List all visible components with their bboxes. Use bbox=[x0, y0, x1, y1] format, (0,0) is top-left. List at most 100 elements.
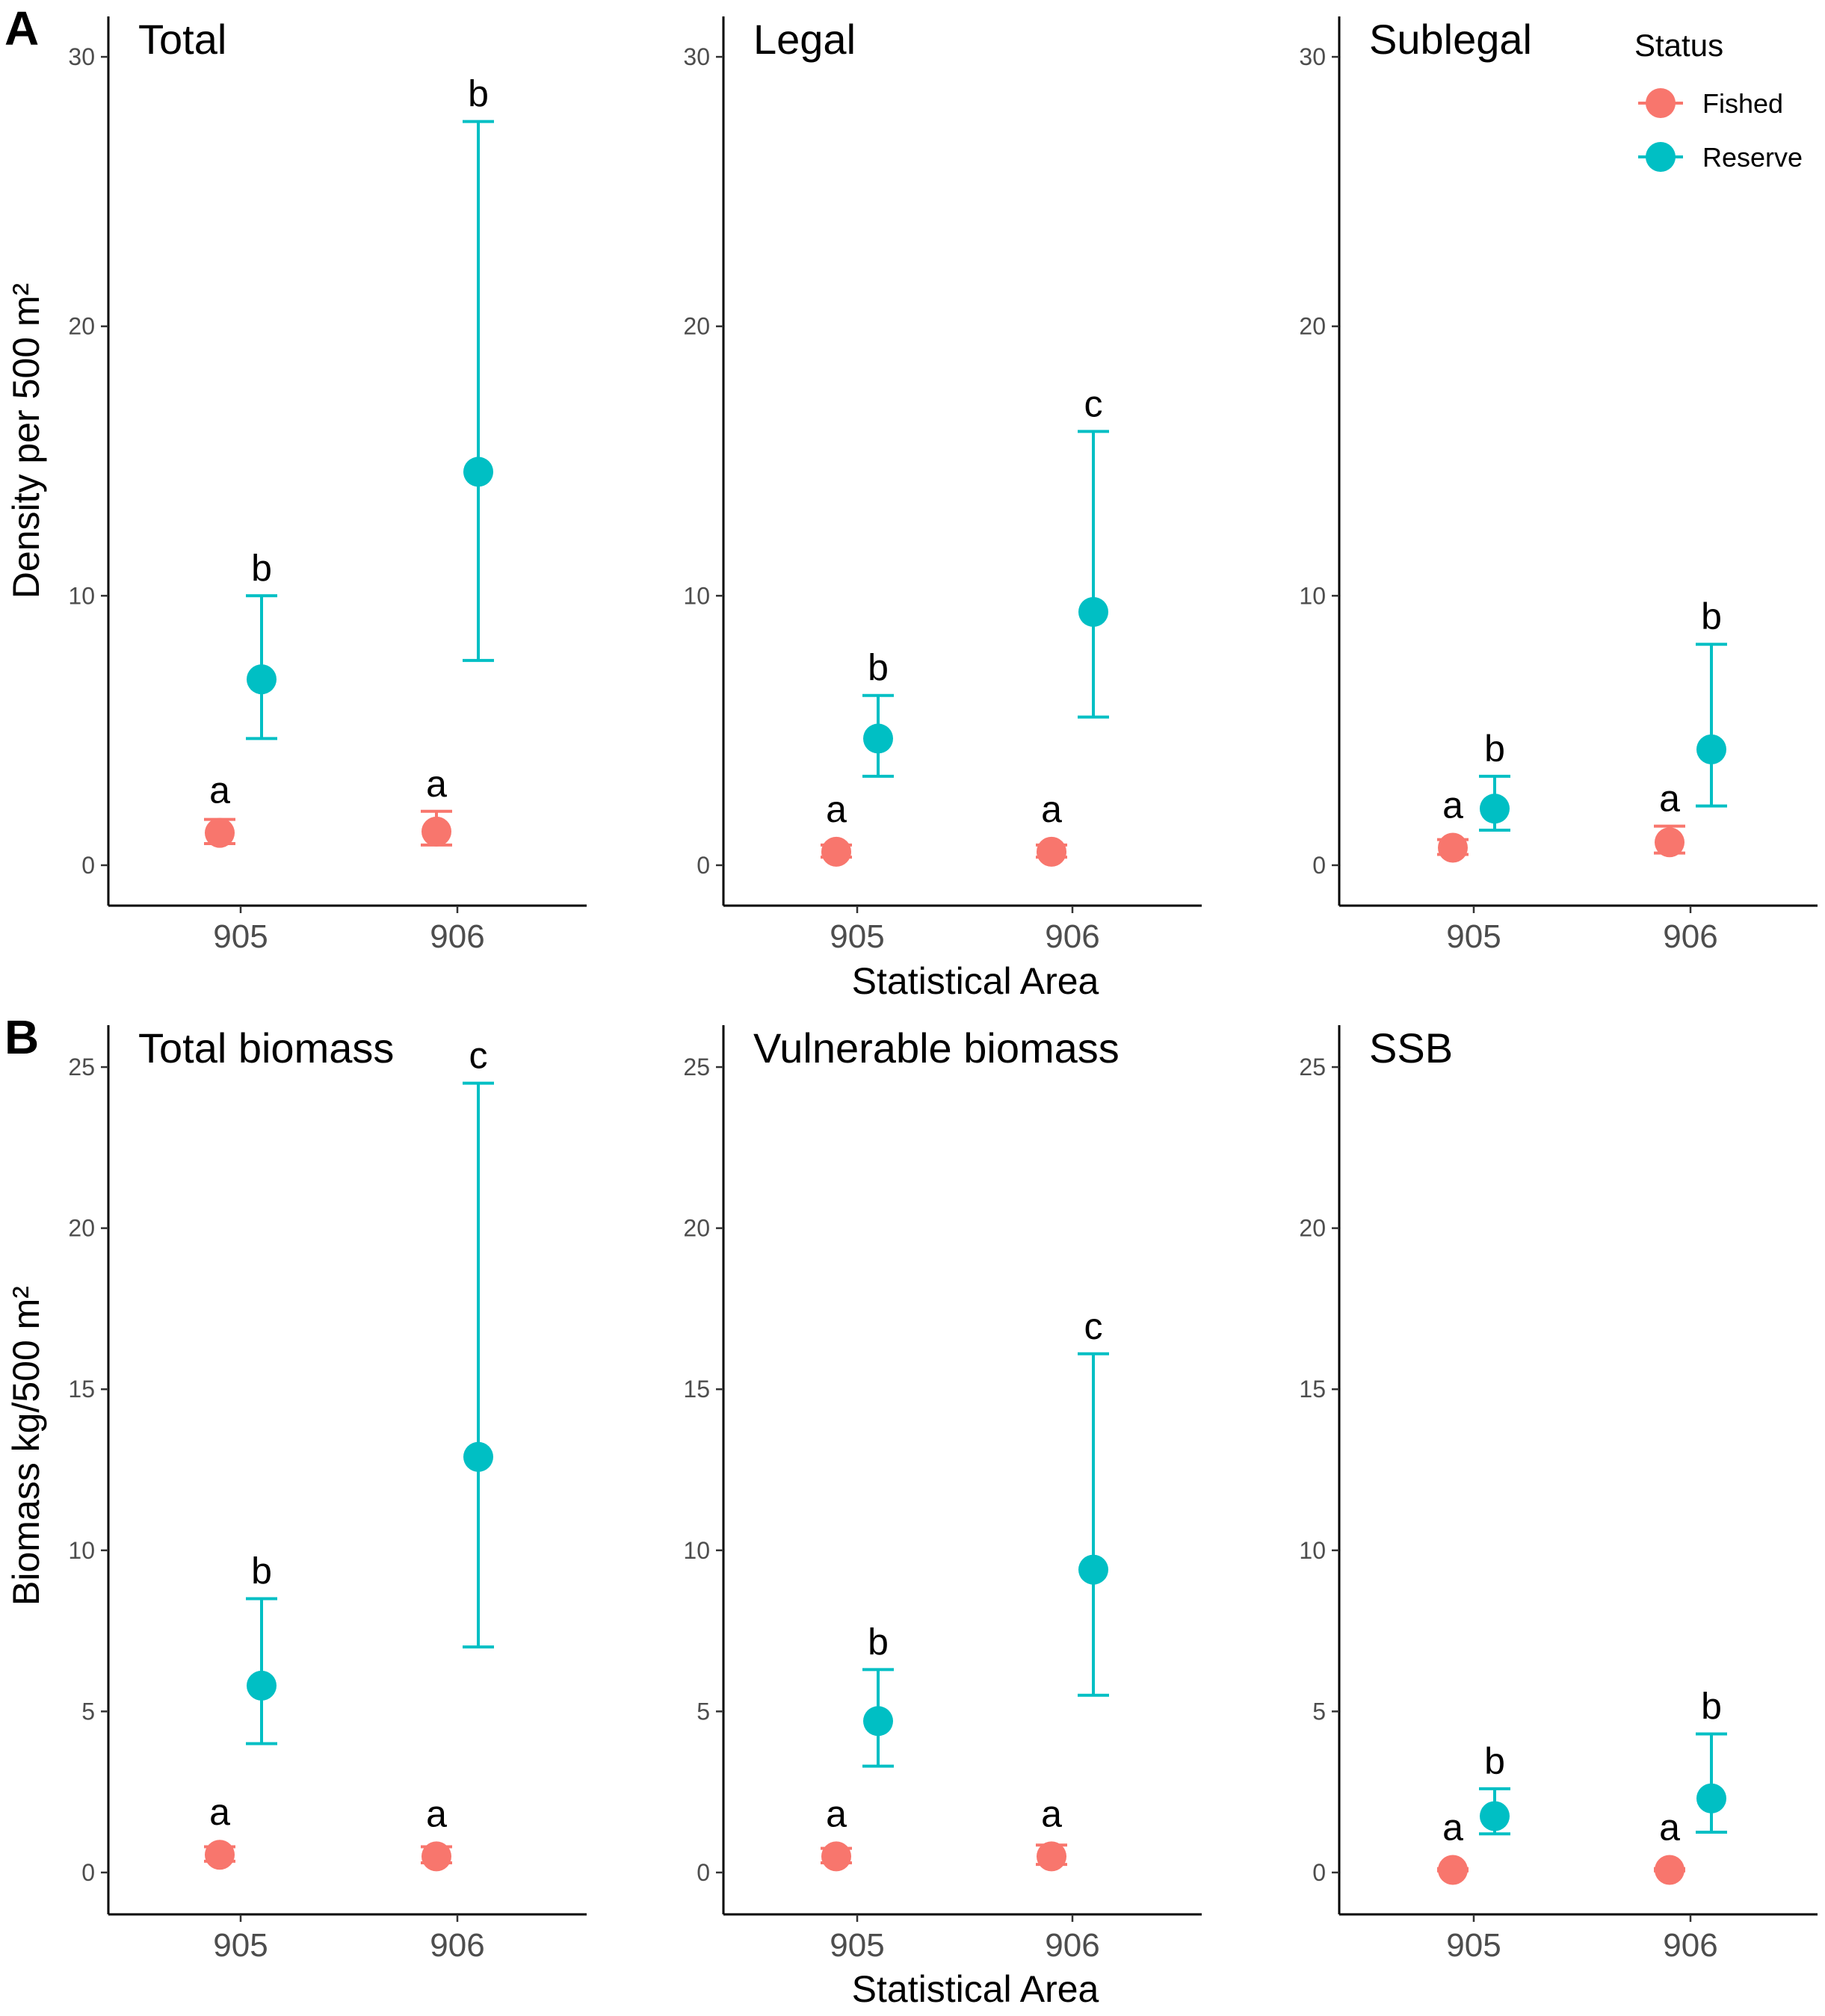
x-tick-label: 906 bbox=[430, 918, 484, 955]
panel-vulnerable-biomass: 0 5 10 15 20 25 905 906 Vulnerable biomass a a b c bbox=[683, 1024, 1202, 1964]
significance-letter: a bbox=[426, 763, 447, 805]
y-tick-label: 0 bbox=[697, 852, 710, 879]
y-tick-label: 10 bbox=[683, 582, 710, 609]
y-tick-label: 30 bbox=[1299, 43, 1326, 70]
significance-letter: b bbox=[1701, 596, 1722, 637]
y-tick-label: 10 bbox=[68, 582, 95, 609]
x-tick-label: 906 bbox=[430, 1927, 484, 1964]
significance-letter: c bbox=[1084, 383, 1103, 424]
x-tick-label: 905 bbox=[1446, 918, 1501, 955]
y-tick-label: 20 bbox=[1299, 1215, 1326, 1242]
significance-letter: b bbox=[1701, 1686, 1722, 1728]
row-label-a: A bbox=[4, 1, 39, 55]
point-reserve bbox=[463, 457, 493, 487]
point-fished bbox=[1655, 1855, 1685, 1885]
significance-letter: b bbox=[468, 73, 489, 115]
legend-fished-dot bbox=[1646, 88, 1676, 118]
legend-label-reserve: Reserve bbox=[1702, 142, 1803, 173]
significance-letter: b bbox=[251, 547, 272, 589]
significance-letter: b bbox=[1484, 1740, 1505, 1782]
significance-letter: b bbox=[1484, 728, 1505, 770]
y-tick-label: 5 bbox=[1312, 1698, 1326, 1725]
y-tick-label: 5 bbox=[81, 1698, 95, 1725]
y-tick-label: 10 bbox=[68, 1537, 95, 1564]
y-axis-title-density: Density per 500 m² bbox=[5, 283, 47, 599]
x-tick-label: 905 bbox=[213, 918, 268, 955]
panel-title: Legal bbox=[753, 16, 856, 63]
point-reserve bbox=[463, 1441, 493, 1472]
y-tick-label: 5 bbox=[697, 1698, 710, 1725]
y-tick-label: 0 bbox=[81, 852, 95, 879]
point-fished bbox=[1438, 832, 1468, 863]
x-tick-label: 906 bbox=[1045, 918, 1099, 955]
panel-legal: 0 10 20 30 905 906 Legal a a b c bbox=[683, 16, 1202, 955]
row-label-b: B bbox=[4, 1010, 39, 1064]
point-reserve bbox=[863, 723, 893, 754]
y-tick-label: 10 bbox=[1299, 1537, 1326, 1564]
point-reserve bbox=[1696, 734, 1726, 764]
significance-letter: b bbox=[868, 647, 889, 689]
point-fished bbox=[1438, 1855, 1468, 1885]
point-reserve bbox=[1480, 794, 1510, 824]
y-tick-label: 0 bbox=[1312, 1859, 1326, 1886]
significance-letter: a bbox=[1442, 1807, 1463, 1849]
y-tick-label: 10 bbox=[1299, 582, 1326, 609]
panel-title: SSB bbox=[1369, 1024, 1453, 1072]
point-fished bbox=[821, 836, 851, 867]
significance-letter: a bbox=[209, 770, 230, 811]
y-tick-label: 20 bbox=[683, 313, 710, 340]
panel-total-biomass: 0 5 10 15 20 25 905 906 Total biomass a a b c bbox=[68, 1024, 587, 1964]
legend-title: Status bbox=[1634, 28, 1723, 63]
significance-letter: a bbox=[1659, 778, 1680, 820]
significance-letter: b bbox=[251, 1550, 272, 1592]
legend-label-fished: Fished bbox=[1702, 88, 1783, 119]
significance-letter: c bbox=[469, 1035, 488, 1077]
x-tick-label: 905 bbox=[213, 1927, 268, 1964]
y-tick-label: 30 bbox=[68, 43, 95, 70]
significance-letter: a bbox=[826, 1793, 847, 1834]
point-fished bbox=[421, 1841, 451, 1872]
significance-letter: a bbox=[1041, 788, 1062, 830]
point-fished bbox=[205, 817, 235, 848]
y-tick-label: 25 bbox=[68, 1054, 95, 1080]
panel-title: Total biomass bbox=[138, 1024, 394, 1072]
point-fished bbox=[421, 816, 451, 847]
significance-letter: a bbox=[1659, 1807, 1680, 1849]
panel-total: 0 10 20 30 905 906 Total a a b b bbox=[68, 16, 587, 955]
panel-title: Vulnerable biomass bbox=[753, 1024, 1120, 1072]
x-tick-label: 905 bbox=[830, 918, 884, 955]
point-reserve bbox=[247, 1670, 277, 1701]
y-tick-label: 0 bbox=[1312, 852, 1326, 879]
x-tick-label: 905 bbox=[830, 1927, 884, 1964]
significance-letter: a bbox=[1041, 1793, 1062, 1834]
y-tick-label: 0 bbox=[81, 1859, 95, 1886]
point-reserve bbox=[247, 664, 277, 695]
significance-letter: a bbox=[209, 1791, 230, 1833]
y-tick-label: 15 bbox=[683, 1376, 710, 1403]
point-fished bbox=[205, 1840, 235, 1870]
legend-reserve-dot bbox=[1646, 142, 1676, 172]
point-reserve bbox=[1078, 1554, 1108, 1585]
y-tick-label: 10 bbox=[683, 1537, 710, 1564]
y-tick-label: 0 bbox=[697, 1859, 710, 1886]
significance-letter: b bbox=[868, 1621, 889, 1663]
y-tick-label: 15 bbox=[1299, 1376, 1326, 1403]
y-tick-label: 15 bbox=[68, 1376, 95, 1403]
y-tick-label: 20 bbox=[1299, 313, 1326, 340]
y-tick-label: 20 bbox=[68, 313, 95, 340]
significance-letter: a bbox=[1442, 784, 1463, 826]
x-tick-label: 906 bbox=[1045, 1927, 1099, 1964]
point-reserve bbox=[1696, 1783, 1726, 1814]
panel-title: Total bbox=[138, 16, 226, 63]
significance-letter: a bbox=[426, 1793, 447, 1834]
x-axis-title-top: Statistical Area bbox=[852, 960, 1099, 1002]
x-tick-label: 905 bbox=[1446, 1927, 1501, 1964]
y-tick-label: 25 bbox=[1299, 1054, 1326, 1080]
point-reserve bbox=[1480, 1801, 1510, 1831]
x-tick-label: 906 bbox=[1663, 918, 1717, 955]
panel-title: Sublegal bbox=[1369, 16, 1532, 63]
point-fished bbox=[1037, 1841, 1066, 1872]
legend: Status Fished Reserve bbox=[1634, 28, 1803, 173]
